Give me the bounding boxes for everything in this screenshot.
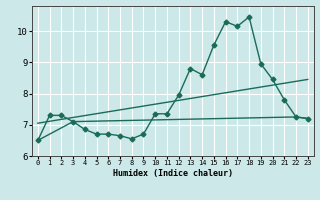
X-axis label: Humidex (Indice chaleur): Humidex (Indice chaleur) — [113, 169, 233, 178]
